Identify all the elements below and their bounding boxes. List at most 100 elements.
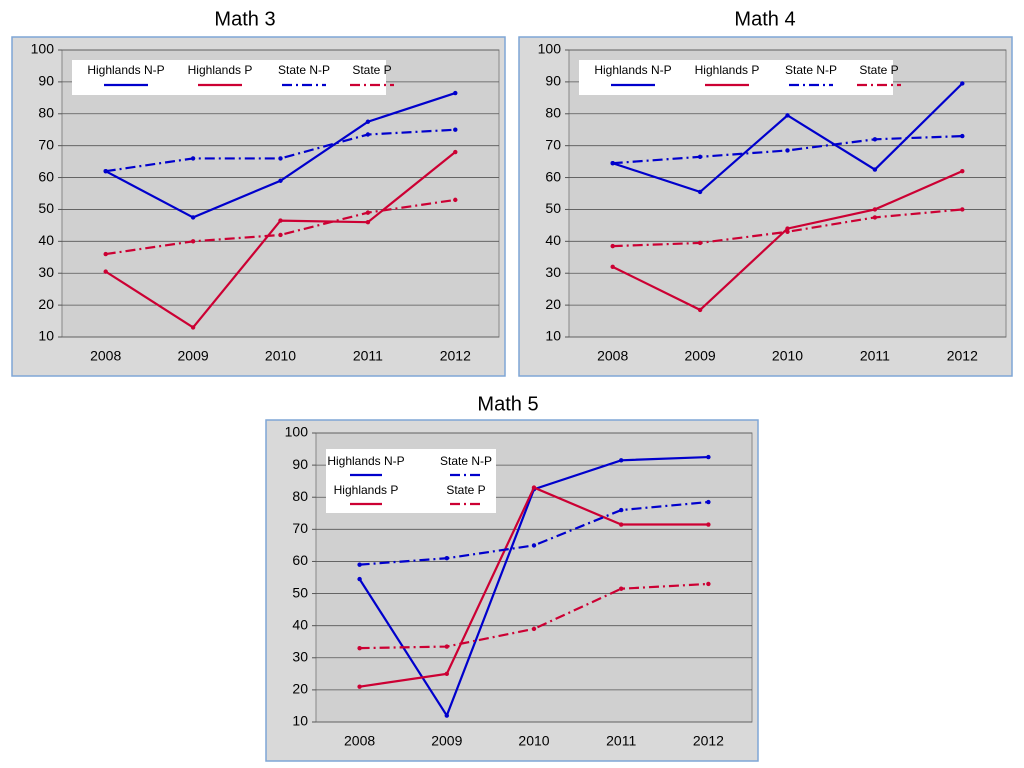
point xyxy=(960,207,965,212)
y-tick-label: 60 xyxy=(292,552,308,568)
y-tick-label: 90 xyxy=(292,456,308,472)
chart-title: Math 5 xyxy=(477,393,538,415)
x-tick-label: 2008 xyxy=(597,348,628,364)
point xyxy=(706,454,711,460)
x-tick-label: 2008 xyxy=(344,733,375,749)
legend-label: Highlands P xyxy=(695,63,760,77)
x-tick-label: 2010 xyxy=(518,733,549,749)
legend-label: State N-P xyxy=(785,63,837,77)
point xyxy=(365,119,371,124)
y-tick-label: 30 xyxy=(38,264,54,280)
y-tick-label: 70 xyxy=(38,136,54,152)
point xyxy=(444,556,449,561)
series-line xyxy=(359,582,709,650)
point xyxy=(697,154,703,160)
y-tick-label: 20 xyxy=(292,681,308,697)
point xyxy=(960,168,965,174)
y-tick-label: 20 xyxy=(38,296,54,312)
y-tick-label: 50 xyxy=(545,200,561,216)
point xyxy=(872,215,878,220)
y-tick-label: 20 xyxy=(545,296,561,312)
y-tick-label: 80 xyxy=(38,104,54,120)
point xyxy=(785,113,790,118)
y-tick-label: 70 xyxy=(545,136,561,152)
point xyxy=(453,127,458,132)
point xyxy=(365,210,371,215)
point xyxy=(453,90,458,96)
point xyxy=(960,81,965,86)
y-tick-label: 10 xyxy=(292,713,308,729)
plot-area xyxy=(568,49,1007,338)
legend-label: Highlands N-P xyxy=(594,63,671,77)
point xyxy=(785,148,790,153)
y-tick-label: 100 xyxy=(285,424,309,440)
y-tick-label: 30 xyxy=(292,648,308,664)
x-tick-label: 2011 xyxy=(353,348,383,364)
x-tick-label: 2011 xyxy=(860,348,890,364)
point xyxy=(872,207,878,212)
point xyxy=(697,189,703,195)
point xyxy=(619,522,624,527)
x-tick-label: 2010 xyxy=(772,348,803,364)
legend-label: Highlands N-P xyxy=(87,63,164,77)
point xyxy=(960,133,965,139)
point xyxy=(278,156,283,161)
point xyxy=(619,586,624,591)
point xyxy=(357,562,362,567)
y-tick-label: 50 xyxy=(292,584,308,600)
point xyxy=(610,243,615,249)
y-tick-label: 30 xyxy=(545,264,561,280)
x-tick-label: 2010 xyxy=(265,348,296,364)
x-tick-label: 2012 xyxy=(947,348,978,364)
x-tick-label: 2012 xyxy=(440,348,471,364)
y-tick-label: 80 xyxy=(292,488,308,504)
point xyxy=(610,264,615,270)
y-tick-label: 40 xyxy=(38,232,54,248)
y-tick-label: 10 xyxy=(545,328,561,344)
point xyxy=(103,168,108,174)
point xyxy=(190,156,196,161)
point xyxy=(365,132,371,137)
point xyxy=(444,644,449,649)
point xyxy=(697,240,703,246)
point xyxy=(190,325,196,330)
legend-label: State N-P xyxy=(440,454,492,468)
point xyxy=(453,197,458,203)
point xyxy=(103,251,108,257)
chart-title: Math 3 xyxy=(214,8,275,30)
point xyxy=(619,458,624,463)
chart-title: Math 4 xyxy=(734,8,795,30)
point xyxy=(872,137,878,142)
point xyxy=(444,713,449,718)
legend xyxy=(72,60,386,95)
point xyxy=(190,215,196,220)
point xyxy=(872,167,878,172)
legend-label: State P xyxy=(859,63,898,77)
point xyxy=(453,149,458,155)
x-tick-label: 2011 xyxy=(606,733,636,749)
point xyxy=(531,543,537,548)
point xyxy=(706,522,711,527)
y-tick-label: 60 xyxy=(38,168,54,184)
point xyxy=(610,161,615,166)
legend-label: Highlands P xyxy=(188,63,253,77)
x-tick-label: 2008 xyxy=(90,348,121,364)
point xyxy=(103,269,108,274)
point xyxy=(357,645,362,651)
point xyxy=(190,239,196,244)
x-tick-label: 2009 xyxy=(431,733,462,749)
legend-label: Highlands P xyxy=(334,483,399,497)
y-tick-label: 80 xyxy=(545,104,561,120)
point xyxy=(278,218,283,223)
point xyxy=(785,229,790,234)
legend-label: State P xyxy=(352,63,391,77)
y-tick-label: 70 xyxy=(292,520,308,536)
y-tick-label: 60 xyxy=(545,168,561,184)
point xyxy=(785,226,790,231)
point xyxy=(278,178,283,183)
point xyxy=(697,307,703,313)
y-tick-label: 90 xyxy=(545,73,561,89)
legend xyxy=(326,449,496,513)
point xyxy=(444,671,449,677)
